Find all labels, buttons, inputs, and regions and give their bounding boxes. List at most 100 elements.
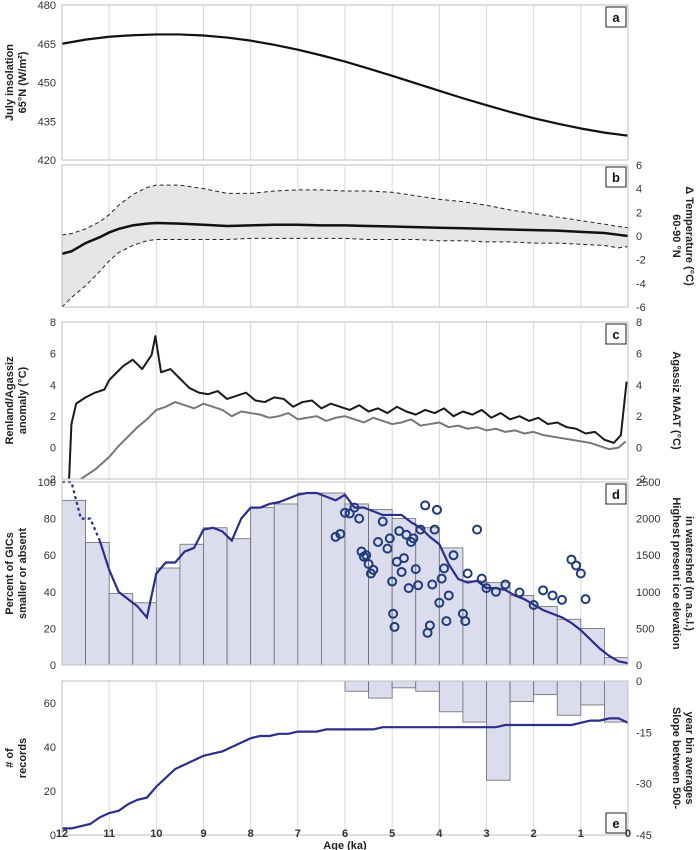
bar: [250, 507, 275, 666]
bar: [344, 503, 369, 666]
plot-frame: [61, 321, 629, 480]
y-right-tick-label: -15: [636, 727, 652, 739]
slope-bar: [415, 680, 440, 692]
x-tick-label: 12: [56, 828, 68, 840]
y-axis-label: anomaly (°C): [17, 366, 29, 434]
y-right-tick-label: 0: [636, 443, 642, 455]
panel-b: -6 -4 -2 0 2 4 6 60-90 °N Δ Temperature (°C) b: [61, 160, 695, 314]
scatter-point: [476, 573, 487, 584]
y-axis-label: July insolation: [4, 44, 16, 121]
y-right-tick-label: 6: [636, 160, 642, 172]
slope-bar: [556, 680, 582, 716]
y-tick-label: 100: [38, 477, 56, 489]
y-tick-label: 465: [38, 39, 56, 51]
bar: [108, 593, 134, 666]
y-axis-label: records: [17, 738, 29, 778]
y-right-axis-label: year bin averages: [683, 712, 695, 805]
y-right-tick-label: -4: [636, 278, 646, 290]
y-tick-label: 0: [50, 443, 56, 455]
bar: [132, 602, 157, 666]
y-right-tick-label: 1000: [636, 587, 660, 599]
ice-elevation-line: [98, 491, 629, 665]
y-right-tick-label: 2: [636, 411, 642, 423]
scatter-point: [436, 573, 447, 584]
scatter-point: [335, 528, 346, 539]
scatter-point: [547, 590, 558, 601]
y-tick-label: 20: [44, 623, 56, 635]
x-tick-label: 1: [578, 828, 584, 840]
envelope-lower-line: [61, 237, 629, 308]
envelope-upper-line: [61, 184, 629, 236]
panel-label-box: [605, 323, 627, 345]
scatter-point: [389, 621, 400, 632]
scatter-point: [427, 579, 438, 590]
scatter-point: [361, 550, 372, 561]
bar: [155, 567, 181, 666]
scatter-point: [490, 586, 501, 597]
x-tick-label: 10: [150, 828, 162, 840]
y-right-tick-label: 6: [636, 348, 642, 360]
y-tick-label: 6: [50, 348, 56, 360]
y-right-tick-label: -45: [636, 830, 652, 842]
plot-frame: [61, 680, 629, 836]
scatter-point: [472, 524, 483, 535]
panel-label-box: [605, 812, 627, 834]
x-tick-label: 9: [200, 828, 206, 840]
scatter-point: [368, 564, 379, 575]
plot-frame: [61, 4, 629, 161]
scatter-point: [566, 554, 577, 565]
scatter-point: [413, 580, 424, 591]
bar: [391, 518, 417, 666]
y-right-tick-label: 0: [636, 660, 642, 672]
y-axis-label: Percent of GICs: [4, 532, 16, 615]
scatter-point: [384, 533, 395, 544]
scatter-point: [571, 560, 582, 571]
y-tick-label: 40: [44, 742, 56, 754]
panel-label: a: [612, 10, 620, 25]
panel-label: c: [612, 327, 619, 342]
scatter-point: [377, 516, 388, 527]
slope-bar: [580, 680, 605, 706]
y-tick-label: 420: [38, 155, 56, 167]
y-tick-label: 4: [50, 380, 56, 392]
x-tick-label: 11: [103, 828, 115, 840]
slope-bar: [438, 680, 464, 713]
panel-c: -2 0 2 4 6 8 -2 0 2 4 6 8 Renland/Agassiz anomaly (°C…: [4, 317, 682, 486]
scatter-point: [431, 504, 442, 515]
bar: [61, 499, 86, 666]
scatter-point: [410, 564, 421, 575]
x-tick-label: 7: [295, 828, 301, 840]
panel-label: d: [612, 487, 620, 502]
y-right-tick-label: 2500: [636, 477, 660, 489]
x-tick-label: 0: [625, 828, 631, 840]
slope-bar: [509, 680, 535, 702]
y-axis-label: # of: [4, 748, 16, 768]
scatter-point: [340, 507, 350, 518]
y-right-axis-label: Δ Temperature (°C): [683, 186, 695, 286]
bar: [273, 503, 299, 666]
scatter-point: [439, 563, 450, 574]
y-tick-label: 0: [50, 830, 56, 842]
scatter-point: [434, 597, 445, 608]
scatter-point: [398, 553, 409, 564]
bar: [179, 543, 204, 666]
y-right-tick-label: -2: [636, 255, 646, 267]
y-tick-label: -2: [46, 474, 56, 486]
scatter-point: [408, 533, 419, 544]
y-right-tick-label: -6: [636, 302, 646, 314]
scatter-point: [429, 524, 440, 535]
bar: [203, 527, 228, 666]
y-right-axis-label: Highest present ice elevation: [670, 497, 682, 649]
scatter-point: [481, 583, 492, 594]
panel-label: b: [612, 170, 620, 185]
scatter-point: [448, 550, 459, 561]
slope-bar: [368, 680, 393, 699]
scatter-point: [462, 568, 473, 579]
y-axis-label: 65°N (W/m²): [17, 51, 29, 113]
scatter-point: [403, 583, 414, 594]
scatter-point: [424, 620, 435, 631]
bar: [415, 527, 440, 666]
panel-a: 420 435 450 465 480 July insolation 65°N (W/m²…: [4, 0, 629, 167]
series-line: [68, 335, 628, 480]
